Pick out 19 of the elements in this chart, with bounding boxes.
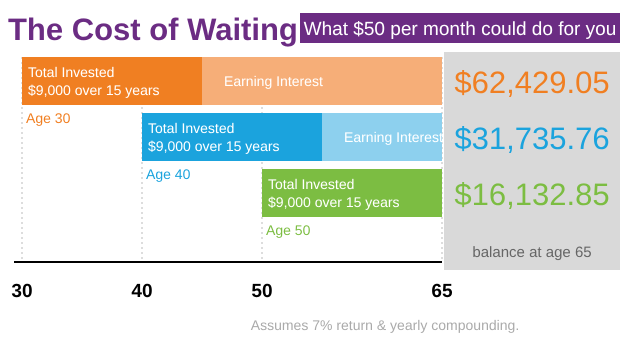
data-label: Total Invested $9,000 over 15 years	[28, 64, 160, 98]
text: balance at age 65	[472, 244, 592, 261]
text: $62,429.05	[454, 65, 610, 100]
x-tick-label: 30	[11, 281, 33, 302]
text: $16,132.85	[454, 177, 610, 212]
y-tick-label: Age 30	[26, 110, 71, 126]
y-tick-label: Age 50	[266, 222, 311, 238]
data-label: Earning Interest	[344, 129, 443, 145]
data-label: Earning Interest	[224, 73, 323, 89]
data-label: Total Invested $9,000 over 15 years	[268, 176, 400, 210]
text: $31,735.76	[454, 121, 610, 156]
data-label: Total Invested $9,000 over 15 years	[148, 120, 280, 154]
chart-title: The Cost of Waiting	[8, 12, 298, 47]
chart-subtitle: What $50 per month could do for you	[304, 19, 616, 40]
x-tick-label: 40	[131, 281, 153, 302]
x-tick-label: 50	[251, 281, 273, 302]
x-tick-label: 65	[431, 281, 453, 302]
y-tick-label: Age 40	[146, 166, 191, 182]
text: Assumes 7% return & yearly compounding.	[250, 317, 520, 333]
